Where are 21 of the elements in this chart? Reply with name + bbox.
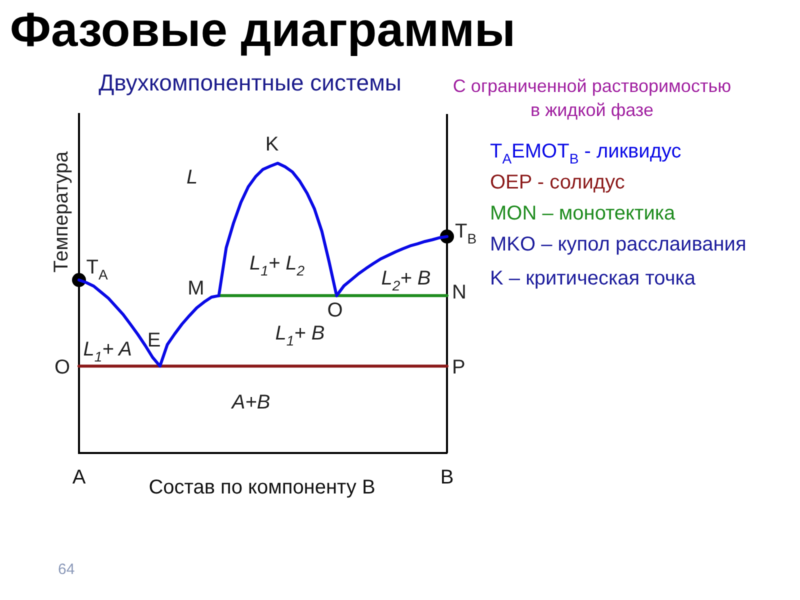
text: N [452,282,466,304]
text: 64 [58,561,75,578]
chart-subtitle: Двухкомпонентные системы [98,69,402,96]
annotation: O [327,300,343,322]
text: K [265,134,280,156]
text: K – критическая точка [490,268,696,290]
legend-title: С ограниченной растворимостью в жидкой фазе [452,76,732,120]
annotation: M [188,278,204,300]
text: MKO – купол расслаивания [490,234,746,256]
annotation: L [186,166,198,189]
x-axis-title: Состав по компоненту B [148,476,376,499]
text: P [452,356,466,379]
x-tick-label: A [72,466,86,489]
text: O [54,356,70,379]
text: MON – монотектика [490,202,676,225]
text: OEP - солидус [490,172,625,194]
annotation: E [147,330,161,352]
y-axis-title: Температура [50,150,73,273]
chart-title: Фазовые диаграммы [10,4,516,58]
x-tick-label: B [440,466,454,489]
annotation: A+B [230,392,270,414]
